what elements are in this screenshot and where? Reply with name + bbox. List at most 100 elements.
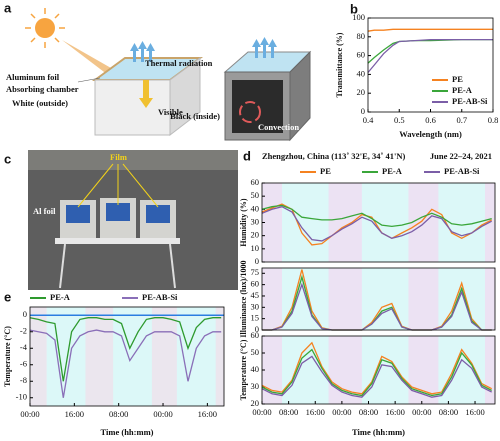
y-tick-label: 60 [251, 330, 260, 340]
series-line [261, 341, 492, 395]
plot-frame [261, 182, 496, 263]
visible-arrow [139, 80, 153, 108]
night-span [328, 268, 362, 330]
x-tick-label: 00:00 [252, 407, 271, 417]
plot-frame [367, 17, 494, 113]
night-span [485, 336, 495, 404]
plot-frame [29, 306, 225, 407]
series-line [29, 317, 222, 382]
y-axis-label: Humidity (%) [239, 198, 248, 247]
y-tick-label: 20 [251, 398, 260, 408]
y-tick-label: 80 [357, 31, 366, 41]
thermal-arrows-2 [252, 37, 277, 58]
y-tick-label: -6 [20, 359, 27, 369]
y-tick-label: 45 [251, 290, 260, 300]
night-span [328, 183, 362, 262]
night-span [215, 307, 224, 406]
film-leaders [77, 163, 159, 208]
series-line [261, 348, 492, 397]
label: Black (inside) [170, 111, 220, 121]
night-span [262, 183, 282, 262]
series-line [29, 329, 222, 398]
series-line [261, 203, 492, 246]
y-tick-label: 0 [255, 256, 259, 266]
y-axis-label: Temperature (°C) [239, 339, 248, 400]
label: Visible [158, 107, 183, 117]
series-line [261, 204, 492, 228]
night-span [408, 183, 439, 262]
label: Convection [258, 122, 299, 132]
y-tick-label: 100 [352, 12, 365, 22]
table-leg [169, 243, 176, 289]
x-tick-label: 16:00 [385, 407, 404, 417]
y-tick-label: 0 [23, 309, 27, 319]
series-line [262, 282, 492, 331]
y-tick-label: 50 [251, 190, 260, 200]
y-tick-label: 0 [255, 324, 259, 334]
x-tick-label: 16:00 [306, 407, 325, 417]
y-tick-label: 60 [251, 177, 260, 187]
photo-sky [28, 150, 238, 170]
panel-label: b [350, 1, 358, 16]
x-tick-label: 00:00 [153, 409, 172, 419]
y-tick-label: 60 [357, 50, 366, 60]
y-axis-label: Temperature (°C) [3, 326, 12, 387]
night-span [262, 336, 282, 404]
y-tick-label: 30 [251, 216, 260, 226]
x-tick-label: 0.5 [394, 115, 405, 125]
series-line [367, 38, 493, 73]
table-top [55, 238, 180, 244]
x-tick-label: 16:00 [65, 409, 84, 419]
night-span [408, 268, 439, 330]
x-tick-label: 00:00 [412, 407, 431, 417]
series-line [367, 28, 493, 32]
x-tick-label: 0.6 [425, 115, 436, 125]
chart: 20 30 40 50 60 00:00 08:00 16:00 00:00 08:00 16:00… [239, 330, 496, 437]
x-tick-label: 0.4 [363, 115, 374, 125]
x-tick-label: 0.8 [488, 115, 499, 125]
legend-label: PE-AB-Si [444, 166, 480, 176]
label: Film [110, 152, 127, 162]
label: Thermal radiation [145, 58, 213, 68]
y-tick-label: -2 [20, 326, 27, 336]
y-tick-label: -4 [20, 342, 28, 352]
series-line [261, 355, 492, 398]
x-tick-label: 08:00 [109, 409, 128, 419]
y-tick-label: 75 [251, 267, 260, 277]
x-tick-label: 08:00 [439, 407, 458, 417]
convection-loop [239, 101, 261, 123]
y-tick-label: 15 [251, 313, 260, 323]
series-line [262, 274, 492, 331]
x-tick-label: 08:00 [279, 407, 298, 417]
chart: 0 20 40 60 80 100 0.4 0.5 0.6 0.7 0.8 Transmittance… [335, 1, 498, 139]
x-axis-label: Time (hh:mm) [352, 427, 405, 437]
x-tick-label: 16:00 [198, 409, 217, 419]
x-tick-label: 16:00 [465, 407, 484, 417]
x-tick-label: 00:00 [20, 409, 39, 419]
y-tick-label: 0 [361, 106, 365, 116]
series-line [261, 206, 492, 242]
table-leg [59, 243, 66, 289]
y-tick-label: -10 [16, 392, 27, 402]
plot-frame [261, 335, 496, 405]
legend-label: PE-A [452, 85, 473, 95]
panel-label: c [4, 151, 11, 166]
y-tick-label: 60 [251, 279, 260, 289]
box2-side [289, 50, 311, 142]
sun-rays [25, 8, 65, 48]
night-span [262, 268, 282, 330]
legend-label: PE-AB-Si [142, 292, 178, 302]
legend-label: PE-A [50, 292, 71, 302]
legend-label: PE [320, 166, 331, 176]
x-axis-label: Time (hh:mm) [101, 427, 154, 437]
y-tick-label: -8 [20, 375, 27, 385]
y-tick-label: 40 [251, 203, 260, 213]
photo-c: c Film Al foil [4, 150, 238, 290]
light-beam [62, 40, 118, 78]
night-span [151, 307, 177, 406]
chart: 0 10 20 30 40 50 60 Humidity (%) d Zhengzhou, Chi… [239, 148, 496, 266]
y-tick-label: 20 [357, 87, 366, 97]
